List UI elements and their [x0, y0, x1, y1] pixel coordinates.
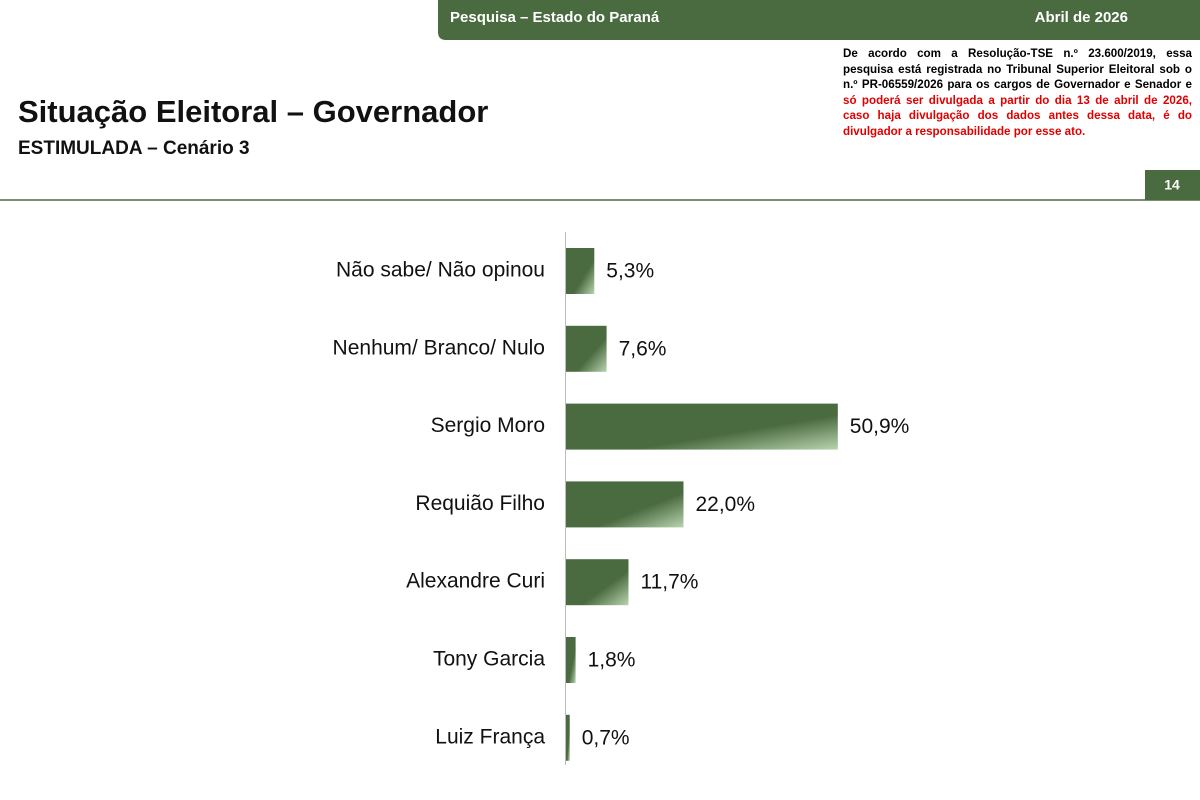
category-label: Não sabe/ Não opinou: [336, 259, 545, 282]
category-label: Nenhum/ Branco/ Nulo: [333, 336, 545, 359]
value-label: 0,7%: [582, 726, 630, 749]
value-label: 50,9%: [850, 415, 910, 438]
category-label: Luiz França: [435, 725, 545, 748]
category-label: Alexandre Curi: [406, 570, 545, 593]
notice: De acordo com a Resolução-TSE n.º 23.600…: [843, 46, 1192, 139]
value-label: 22,0%: [695, 493, 755, 516]
bar: [566, 481, 684, 528]
bar: [566, 714, 570, 761]
notice-text: De acordo com a Resolução-TSE n.º 23.600…: [843, 47, 1192, 91]
value-label: 1,8%: [588, 649, 636, 672]
page-number-box: [1145, 170, 1200, 200]
header-date: Abril de 2026: [1035, 9, 1128, 26]
chart-title: Situação Eleitoral – Governador: [18, 94, 488, 129]
bar: [566, 325, 607, 372]
chart-subtitle: ESTIMULADA – Cenário 3: [18, 138, 250, 159]
header-bar: [438, 0, 1200, 40]
category-label: Tony Garcia: [433, 648, 545, 671]
bar: [566, 248, 595, 294]
value-label: 7,6%: [619, 337, 667, 360]
value-label: 5,3%: [606, 260, 654, 283]
bar: [566, 637, 576, 683]
header-survey: Pesquisa – Estado do Paraná: [450, 9, 660, 26]
page-number: 14: [1164, 177, 1180, 193]
category-label: Sergio Moro: [431, 414, 545, 437]
bar: [566, 403, 838, 450]
notice-warning: só poderá ser divulgada a partir do dia …: [843, 93, 1192, 138]
value-label: 11,7%: [640, 571, 698, 594]
bar: [566, 559, 629, 606]
category-label: Requião Filho: [415, 492, 545, 515]
plot: Não sabe/ Não opinou 5,3% Nenhum/ Branco/ …: [333, 248, 910, 761]
